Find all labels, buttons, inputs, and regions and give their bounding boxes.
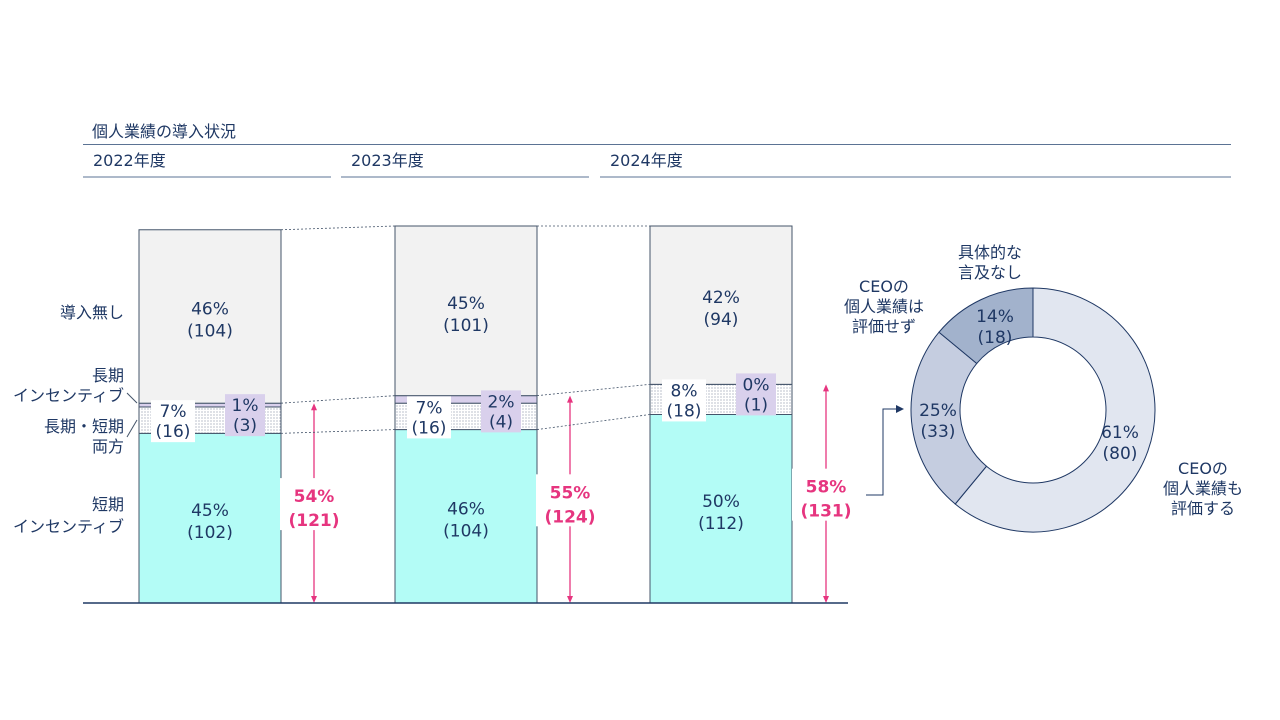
label-bg-both-2: [662, 379, 706, 422]
data-label-both-2: 8% (18): [667, 381, 702, 421]
connector-1-0: [536, 414, 651, 430]
data-label-none-1: 45% (101): [443, 294, 489, 336]
arrow-head-bottom-0: [311, 596, 317, 603]
data-label-none-2: 42% (94): [702, 288, 740, 330]
connector-0-0: [280, 429, 396, 434]
bar-segment-1-0: [394, 429, 538, 604]
bar-segment-1-3: [394, 225, 538, 397]
data-label-both-0: 7% (16): [156, 402, 191, 442]
arrow-head-bottom-1: [567, 596, 573, 603]
series-label-none: 導入無し: [60, 303, 124, 322]
title-divider: [83, 144, 1231, 145]
year-header-1: 2023年度: [351, 151, 424, 170]
data-label-long-2: 0% (1): [743, 375, 770, 415]
series-label-long: 長期インセンティブ: [13, 366, 124, 405]
label-bg-long-0: [225, 394, 265, 437]
label-bg-long-2: [736, 373, 776, 416]
bar-segment-0-3: [138, 229, 282, 404]
data-label-long-0: 1% (3): [232, 396, 259, 436]
page-title: 個人業績の導入状況: [92, 122, 237, 141]
donut-slice-0: [954, 287, 1156, 533]
arrow-head-bottom-2: [823, 596, 829, 603]
donut-category-2: 具体的な言及なし: [958, 243, 1022, 282]
arrow-head-top-0: [311, 403, 317, 411]
label-bg-both-0: [151, 400, 195, 443]
arrow-head-top-1: [567, 395, 573, 403]
total-label-bg-0: [280, 478, 348, 531]
data-label-both-1: 7% (16): [412, 398, 447, 438]
connector-1-2: [536, 383, 651, 397]
donut-label-1: 25% (33): [919, 401, 957, 442]
bar-segment-2-3: [649, 225, 793, 385]
connector-0-2: [280, 395, 396, 404]
donut-category-1: CEOの個人業績は評価せず: [844, 277, 924, 336]
arrow-head-top-2: [823, 384, 829, 392]
donut-label-2: 14% (18): [976, 307, 1014, 348]
leader-long: [126, 392, 138, 404]
data-label-long-1: 2% (4): [488, 392, 515, 432]
total-label-0: 54% (121): [288, 487, 339, 531]
data-label-none-0: 46% (104): [187, 299, 233, 341]
bar-segment-0-0: [138, 432, 282, 604]
donut-slice-2: [938, 287, 1034, 365]
total-label-bg-1: [536, 474, 604, 527]
data-label-short-2: 50% (112): [698, 492, 744, 534]
donut-category-0: CEOの個人業績も評価する: [1163, 459, 1243, 518]
total-label-2: 58% (131): [800, 478, 851, 522]
bar-segment-2-0: [649, 414, 793, 604]
series-label-short: 短期インセンティブ: [13, 495, 124, 536]
total-label-1: 55% (124): [544, 483, 595, 527]
total-label-bg-2: [792, 468, 860, 521]
data-label-short-0: 45% (102): [187, 501, 233, 543]
label-bg-both-1: [407, 396, 451, 439]
data-label-short-1: 46% (104): [443, 499, 489, 541]
year-header-0: 2022年度: [93, 151, 166, 170]
year-header-2: 2024年度: [610, 151, 683, 170]
donut-label-0: 61% (80): [1101, 423, 1139, 464]
link-arrow-head: [896, 405, 904, 413]
label-bg-long-1: [481, 390, 521, 433]
connector-0-3: [280, 225, 396, 231]
leader-both: [126, 419, 138, 438]
link-arrow: [866, 408, 896, 496]
series-label-both: 長期・短期両方: [44, 417, 124, 456]
